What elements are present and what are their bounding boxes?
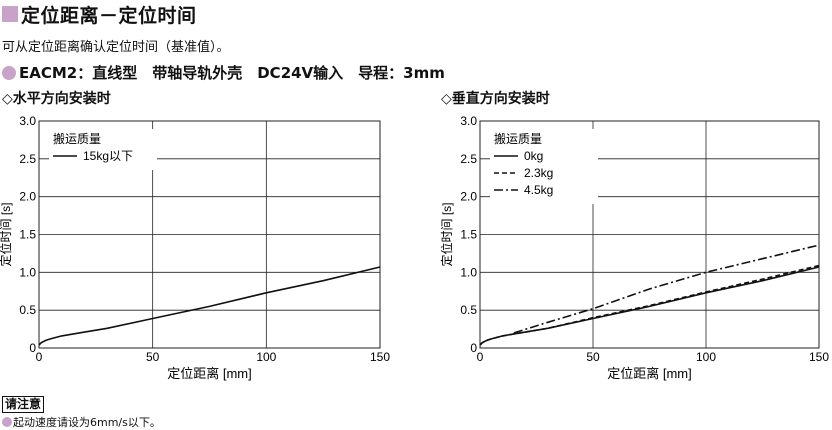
caution-label: 请注意 [2, 396, 45, 413]
legend-background [490, 129, 598, 204]
series-line-0 [38, 266, 381, 346]
y-tick-label: 1.5 [460, 228, 477, 242]
x-tick-label: 100 [696, 350, 716, 364]
series-line-2 [513, 244, 820, 334]
chart-horizontal: 定位时间 [s] 0 0.5 1.0 1.5 2.0 2.5 3.0 0 50 100 150 定位距离… [0, 108, 400, 388]
page-title-row: 定位距离－定位时间 [2, 0, 197, 28]
y-tick-label: 2.5 [19, 152, 36, 166]
y-axis-label: 定位时间 [s] [440, 202, 454, 266]
bullet-dot-icon [2, 417, 12, 427]
legend-entry: 4.5kg [524, 183, 553, 197]
y-tick-label: 0 [29, 341, 36, 355]
x-tick-label: 0 [36, 350, 43, 364]
plot-frame [479, 120, 820, 349]
y-tick-label: 1.0 [460, 265, 477, 279]
legend-title: 搬运质量 [494, 131, 542, 146]
legend-background [49, 129, 157, 170]
x-tick-label: 100 [256, 350, 276, 364]
x-tick-label: 0 [477, 350, 484, 364]
chart-vertical: 定位时间 [s] 0 0.5 1.0 1.5 2.0 2.5 3.0 0 50 100 150 定位距离… [439, 108, 832, 388]
bullet-dot-icon [2, 65, 16, 80]
x-axis-label: 定位距离 [mm] [607, 366, 692, 381]
x-axis-label: 定位距离 [mm] [167, 366, 252, 381]
plot-frame [38, 120, 381, 349]
caution-note: 起动速度请设为6mm/s以下。 [2, 414, 161, 430]
series-line-0 [479, 266, 820, 346]
y-tick-label: 3.0 [460, 114, 477, 128]
x-tick-label: 50 [146, 350, 160, 364]
y-tick-label: 2.0 [19, 190, 36, 204]
chart-title-vertical: ◇垂直方向安装时 [441, 91, 550, 107]
title-square-icon [2, 6, 18, 22]
x-tick-label: 50 [586, 350, 600, 364]
y-tick-label: 2.5 [460, 152, 477, 166]
chart-horizontal-svg: 定位时间 [s] 0 0.5 1.0 1.5 2.0 2.5 3.0 0 50 100 150 定位距离… [0, 114, 390, 381]
x-tick-label: 150 [809, 350, 829, 364]
y-tick-label: 0.5 [19, 303, 36, 317]
chart-title-horizontal: ◇水平方向安装时 [2, 91, 111, 107]
y-tick-label: 1.5 [19, 228, 36, 242]
legend-entry: 2.3kg [524, 166, 553, 180]
spec-text: EACM2：直线型 带轴导轨外壳 DC24V输入 导程：3mm [19, 64, 445, 82]
x-tick-label: 150 [370, 350, 390, 364]
legend-title: 搬运质量 [53, 131, 101, 146]
y-tick-label: 3.0 [19, 114, 36, 128]
y-tick-label: 0 [470, 341, 477, 355]
y-tick-label: 1.0 [19, 265, 36, 279]
y-tick-label: 2.0 [460, 190, 477, 204]
y-tick-label: 0.5 [460, 303, 477, 317]
page-title: 定位距离－定位时间 [21, 4, 197, 27]
page-subtitle: 可从定位距离确认定位时间（基准值）。 [2, 40, 230, 55]
chart-vertical-svg: 定位时间 [s] 0 0.5 1.0 1.5 2.0 2.5 3.0 0 50 100 150 定位距离… [439, 114, 829, 381]
series-line-1 [479, 264, 820, 346]
caution-text: 起动速度请设为6mm/s以下。 [13, 416, 161, 429]
legend-entry: 15kg以下 [83, 149, 133, 163]
spec-row: EACM2：直线型 带轴导轨外壳 DC24V输入 导程：3mm [2, 62, 445, 83]
y-axis-label: 定位时间 [s] [0, 202, 13, 266]
legend-entry: 0kg [524, 149, 543, 163]
